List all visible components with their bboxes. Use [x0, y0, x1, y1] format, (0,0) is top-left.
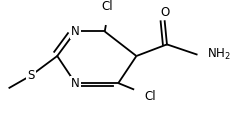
Text: S: S [27, 69, 35, 82]
Text: NH$_2$: NH$_2$ [207, 47, 230, 62]
Text: N: N [71, 25, 80, 38]
Text: Cl: Cl [144, 90, 156, 103]
Text: N: N [71, 77, 80, 90]
Text: Cl: Cl [101, 0, 113, 14]
Text: O: O [160, 6, 169, 19]
